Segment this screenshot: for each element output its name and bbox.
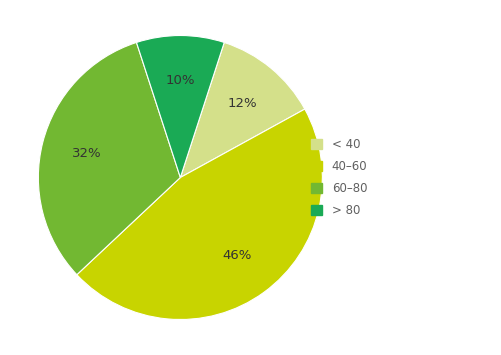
Text: 10%: 10% bbox=[166, 75, 195, 87]
Legend: < 40, 40–60, 60–80, > 80: < 40, 40–60, 60–80, > 80 bbox=[311, 138, 367, 217]
Wedge shape bbox=[77, 109, 322, 320]
Text: 12%: 12% bbox=[227, 97, 257, 110]
Text: 46%: 46% bbox=[222, 249, 252, 262]
Wedge shape bbox=[39, 43, 180, 275]
Wedge shape bbox=[136, 36, 224, 178]
Wedge shape bbox=[180, 43, 305, 178]
Text: 32%: 32% bbox=[72, 147, 102, 160]
